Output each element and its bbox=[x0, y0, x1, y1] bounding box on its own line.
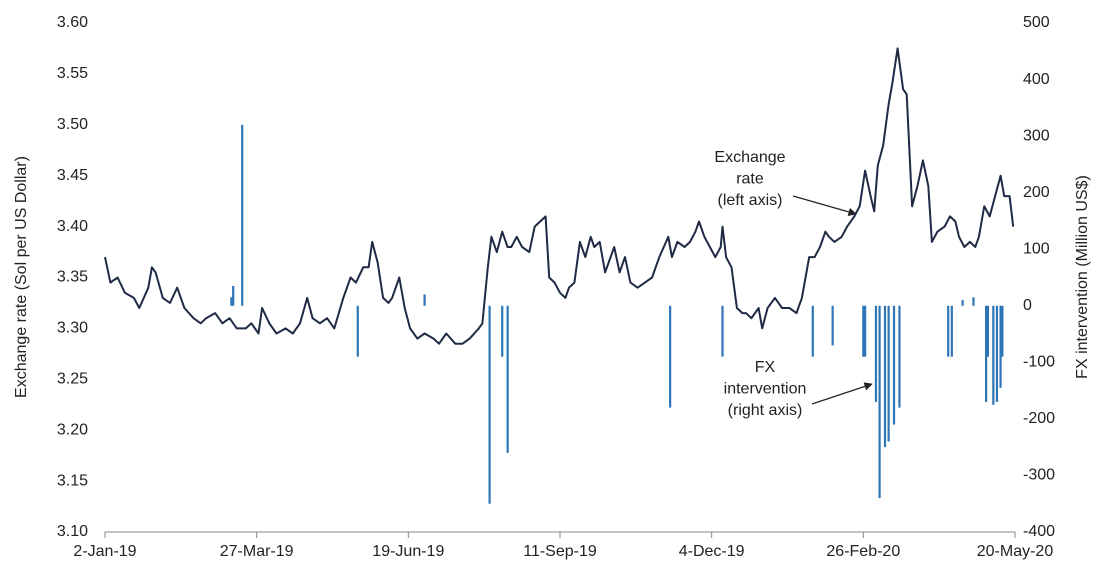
y-tick-label: 3.45 bbox=[57, 167, 88, 184]
y2-tick-label: -300 bbox=[1023, 467, 1055, 484]
bar bbox=[887, 305, 890, 442]
y-axis-label: Exchange rate (Sol per US Dollar) bbox=[13, 156, 30, 398]
bar bbox=[898, 305, 901, 408]
annotation: intervention bbox=[724, 381, 807, 398]
bar bbox=[423, 294, 426, 306]
x-tick-label: 19-Jun-19 bbox=[372, 543, 444, 560]
bar bbox=[947, 305, 950, 357]
y2-tick-label: 500 bbox=[1023, 14, 1050, 31]
x-tick-label: 11-Sep-19 bbox=[523, 543, 597, 560]
bar bbox=[506, 305, 509, 453]
annotation: FX bbox=[755, 359, 776, 376]
x-tick-label: 4-Dec-19 bbox=[679, 543, 745, 560]
annotation: Exchange bbox=[714, 149, 785, 166]
annotation: rate bbox=[736, 171, 764, 188]
y-tick-label: 3.40 bbox=[57, 218, 88, 235]
y2-axis-label: FX intervention (Million US$) bbox=[1074, 175, 1091, 379]
y-tick-label: 3.55 bbox=[57, 65, 88, 82]
bar bbox=[874, 305, 878, 402]
annotation-arrow bbox=[811, 382, 873, 405]
y2-tick-label: -400 bbox=[1023, 523, 1055, 540]
x-tick-label: 2-Jan-19 bbox=[73, 543, 136, 560]
bar bbox=[356, 305, 359, 357]
y-tick-label: 3.30 bbox=[57, 320, 88, 337]
bar bbox=[883, 305, 887, 448]
x-tick-label: 27-Mar-19 bbox=[220, 543, 294, 560]
y-tick-label: 3.15 bbox=[57, 472, 88, 489]
bar bbox=[995, 305, 999, 402]
bar bbox=[232, 285, 235, 306]
bar bbox=[986, 305, 990, 357]
y-tick-label: 3.10 bbox=[57, 523, 88, 540]
bar bbox=[501, 305, 504, 357]
bar bbox=[241, 124, 244, 306]
bar bbox=[831, 305, 834, 346]
bar bbox=[992, 305, 995, 405]
annotation: (left axis) bbox=[718, 192, 783, 209]
bar bbox=[878, 305, 881, 499]
y2-tick-label: 300 bbox=[1023, 127, 1050, 144]
bar bbox=[230, 297, 233, 306]
y2-tick-label: -100 bbox=[1023, 354, 1055, 371]
annotation: (right axis) bbox=[728, 402, 803, 419]
bar bbox=[950, 305, 953, 357]
y-tick-label: 3.60 bbox=[57, 14, 88, 31]
bar bbox=[999, 305, 1002, 388]
bar bbox=[721, 305, 724, 357]
bar bbox=[811, 305, 814, 357]
y2-tick-label: -200 bbox=[1023, 410, 1055, 427]
bar bbox=[488, 305, 491, 504]
y2-tick-label: 400 bbox=[1023, 71, 1050, 88]
annotation-arrow bbox=[792, 195, 857, 216]
y2-tick-label: 100 bbox=[1023, 240, 1050, 257]
y2-tick-label: 0 bbox=[1023, 297, 1032, 314]
bar bbox=[961, 300, 964, 306]
y-tick-label: 3.25 bbox=[57, 371, 88, 388]
y-tick-label: 3.35 bbox=[57, 269, 88, 286]
bar bbox=[669, 305, 672, 408]
bar bbox=[864, 305, 867, 357]
y-tick-label: 3.20 bbox=[57, 421, 88, 438]
x-tick-label: 20-May-20 bbox=[977, 543, 1054, 560]
bar bbox=[1001, 305, 1004, 357]
x-tick-label: 26-Feb-20 bbox=[826, 543, 900, 560]
bar bbox=[862, 305, 865, 357]
y2-tick-label: 200 bbox=[1023, 184, 1050, 201]
bar bbox=[892, 305, 896, 425]
line bbox=[104, 47, 1015, 345]
bar bbox=[985, 305, 988, 402]
bar bbox=[972, 297, 975, 306]
y-tick-label: 3.50 bbox=[57, 116, 88, 133]
